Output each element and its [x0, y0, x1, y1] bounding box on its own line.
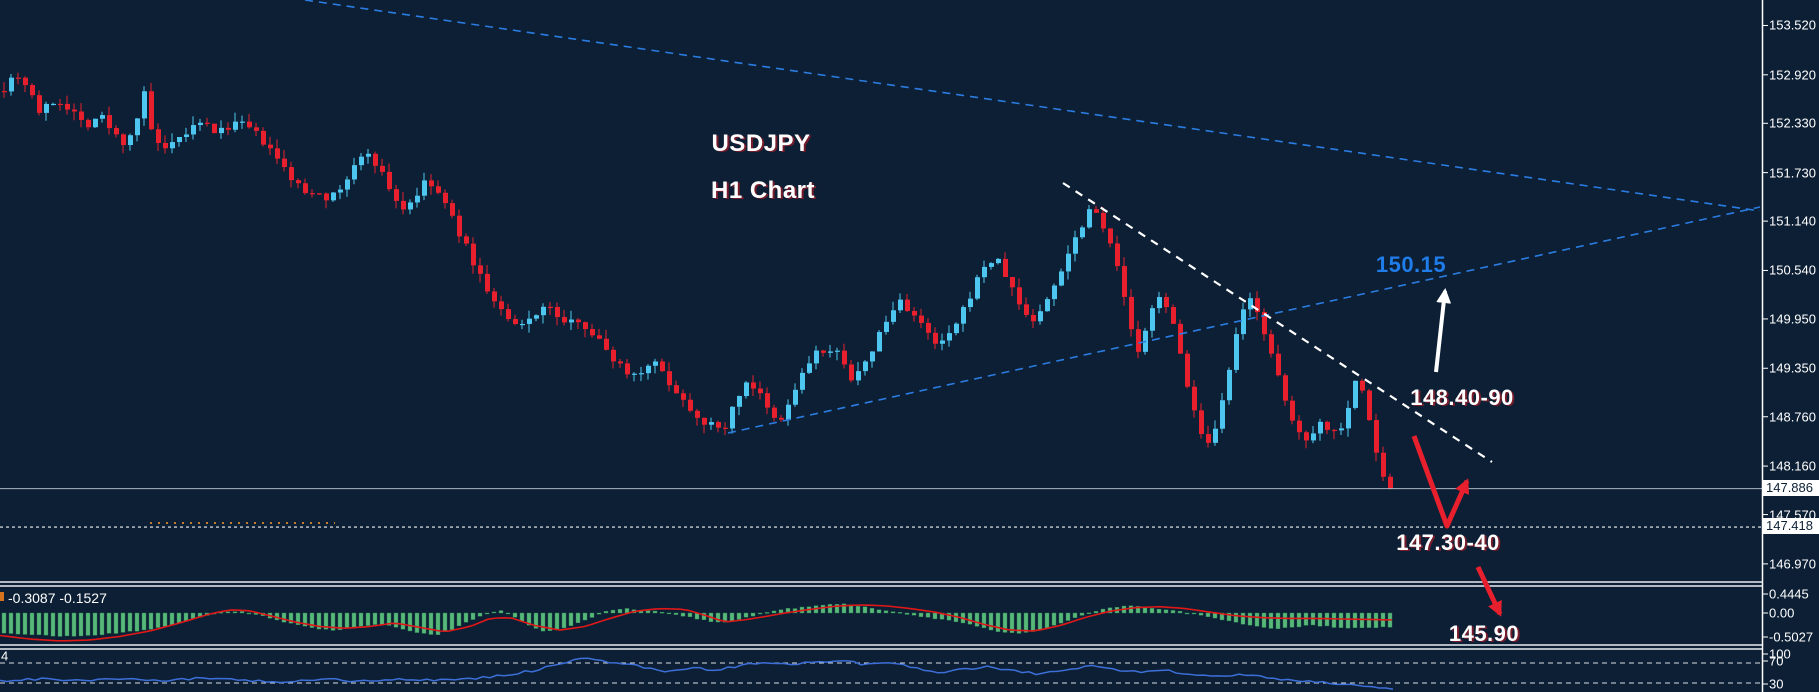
macd-histogram: [1, 603, 1393, 637]
annotation-support-zone[interactable]: 147.30-40: [1396, 530, 1500, 555]
price-tick-label: 153.520: [1769, 17, 1816, 33]
price-tick-label: 151.730: [1769, 165, 1816, 181]
price-tick-label: 149.950: [1769, 311, 1816, 327]
macd-signal-line: [0, 604, 1393, 642]
macd-tick-label: 0.4445: [1769, 586, 1809, 602]
white-up-arrow[interactable]: [1434, 288, 1452, 373]
price-tick-label: 149.350: [1769, 360, 1816, 376]
rsi-partial-label: 4: [1, 648, 9, 664]
rsi-line: [0, 657, 1394, 690]
annotation-supply-zone[interactable]: 148.40-90: [1410, 385, 1514, 410]
dotted-level-price-box: 147.418: [1763, 518, 1819, 534]
red-down-arrow[interactable]: [1475, 565, 1503, 617]
chart-title-timeframe: H1 Chart: [710, 177, 816, 204]
macd-values-label: -0.3087 -0.1527: [8, 590, 107, 606]
price-tick-label: 150.540: [1769, 262, 1816, 278]
price-tick-label: 147.570: [1769, 507, 1816, 523]
downtrend-resistance[interactable]: [1062, 182, 1493, 463]
annotation-resistance-target[interactable]: 150.15: [1375, 252, 1447, 277]
red-v-arrow[interactable]: [1411, 435, 1470, 529]
macd-tick-label: 0.00: [1769, 605, 1795, 621]
macd-tick-label: -0.5027: [1769, 629, 1814, 645]
chart-title-symbol: USDJPY: [711, 130, 811, 157]
price-tick-label: 148.160: [1769, 458, 1816, 474]
price-tick-label: 146.970: [1769, 556, 1816, 572]
rsi-tick-label: 100: [1769, 646, 1791, 662]
annotation-downside-target[interactable]: 145.90: [1448, 621, 1520, 646]
current-price-box: 147.886: [1763, 480, 1819, 496]
rsi-tick-label: 30: [1769, 676, 1784, 692]
candlesticks: [2, 72, 1393, 490]
price-tick-label: 148.760: [1769, 409, 1816, 425]
rsi-tick-label: 70: [1769, 653, 1784, 669]
price-tick-label: 151.140: [1769, 213, 1816, 229]
triangle-upper-descending[interactable]: [304, 0, 1761, 212]
price-tick-label: 152.330: [1769, 115, 1816, 131]
macd-label-marker: [0, 592, 4, 601]
price-tick-label: 152.920: [1769, 67, 1816, 83]
